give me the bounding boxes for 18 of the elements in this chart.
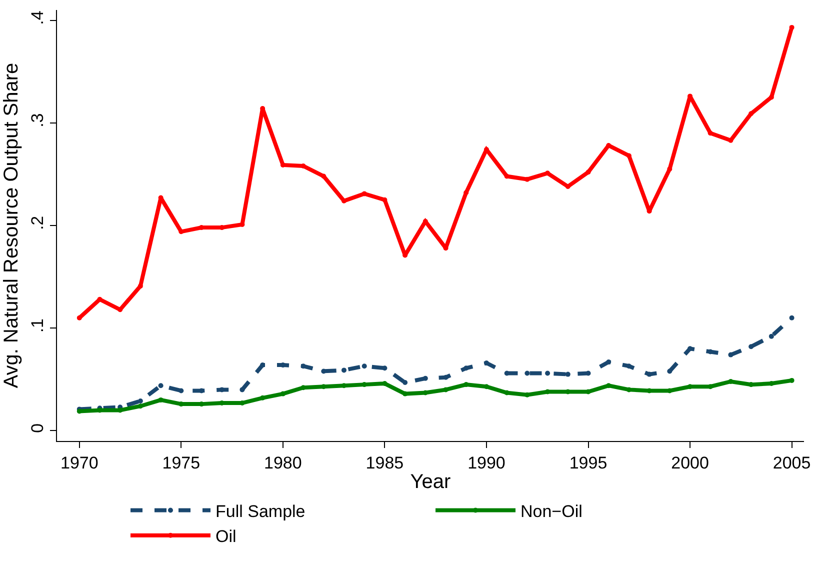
x-tick-label: 1990 (468, 453, 506, 472)
y-tick-label: .2 (28, 216, 48, 230)
y-axis-title: Avg. Natural Resource Output Share (0, 62, 23, 388)
x-tick-label: 2000 (671, 453, 709, 472)
y-tick-label: 0 (28, 423, 48, 433)
x-tick-label: 1985 (366, 453, 404, 472)
y-tick-label: .4 (28, 10, 48, 25)
y-tick-label: .3 (28, 113, 48, 128)
legend-label: Oil (216, 527, 236, 546)
x-tick-label: 2005 (772, 453, 811, 472)
x-tick-label: 1970 (60, 453, 98, 472)
legend-label: Full Sample (216, 502, 306, 521)
x-tick-label: 1975 (162, 453, 200, 472)
x-tick-label: 1980 (264, 453, 302, 472)
y-tick-label: .1 (28, 318, 48, 333)
x-tick-label: 1995 (569, 453, 608, 472)
x-axis-title: Year (410, 470, 452, 493)
legend-label: Non−Oil (520, 502, 582, 521)
